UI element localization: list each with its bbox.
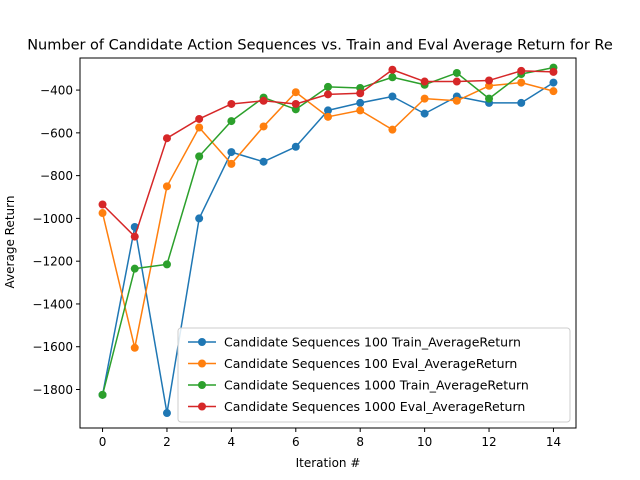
series-3-point <box>452 77 461 86</box>
series-3-point <box>259 96 268 105</box>
series-2-point <box>452 68 461 77</box>
plot-area: 0 2 4 6 8 10 12 14 −1800 −1600 −1400 −1200 −1000 −800… <box>32 57 577 449</box>
series-2-point <box>130 264 139 273</box>
series-1-point <box>517 78 526 87</box>
series-2-point <box>162 260 171 269</box>
legend-swatch-marker <box>198 381 206 389</box>
series-3-point <box>485 76 494 85</box>
series-0-point <box>259 157 268 166</box>
series-2-point <box>388 73 397 82</box>
x-tick-label: 12 <box>481 435 496 449</box>
series-3-point <box>130 232 139 241</box>
x-tick-label: 6 <box>292 435 300 449</box>
series-2-point <box>324 82 332 91</box>
legend-swatch-marker <box>198 359 206 368</box>
x-tick-label: 2 <box>163 435 171 449</box>
series-1-point <box>388 125 397 134</box>
series-1-point <box>324 112 332 121</box>
series-1-point <box>162 182 171 191</box>
series-0-point <box>324 106 332 115</box>
series-0-point <box>195 214 204 223</box>
y-tick-label: −1600 <box>32 340 73 354</box>
series-0-point <box>291 142 300 151</box>
legend-swatch-marker <box>198 338 206 346</box>
series-2-point <box>98 390 107 399</box>
series-1-point <box>195 123 204 132</box>
series-3-point <box>517 66 526 75</box>
series-2-point <box>227 117 236 126</box>
series-0-point <box>388 92 397 101</box>
series-1-line <box>101 81 554 349</box>
series-0-point <box>517 98 526 107</box>
series-1-point <box>356 106 365 115</box>
legend-box <box>177 327 571 423</box>
y-axis-label: Average Return <box>3 196 17 289</box>
series-3-point <box>162 134 171 143</box>
legend-swatch-marker <box>198 402 206 411</box>
series-3-point <box>291 99 300 108</box>
y-tick-label: −1000 <box>32 212 73 226</box>
series-1-point <box>452 96 461 105</box>
legend-label: Candidate Sequences 100 Train_AverageRet… <box>224 335 521 350</box>
y-tick-label: −400 <box>40 84 73 98</box>
legend-label: Candidate Sequences 1000 Train_AverageRe… <box>224 378 529 393</box>
y-tick-label: −1800 <box>32 383 73 397</box>
x-tick-label: 0 <box>99 435 107 449</box>
series-3-point <box>549 67 558 76</box>
x-tick-label: 14 <box>546 435 561 449</box>
x-tick-label: 8 <box>356 435 364 449</box>
series-3-point <box>420 77 429 86</box>
chart-title: Number of Candidate Action Sequences vs.… <box>27 38 613 54</box>
legend-label: Candidate Sequences 1000 Eval_AverageRet… <box>224 399 525 414</box>
series-1-point <box>420 94 429 103</box>
x-tick-label: 4 <box>228 435 236 449</box>
series-3-point <box>388 65 397 74</box>
x-axis-label: Iteration # <box>296 456 361 470</box>
y-tick-label: −600 <box>40 126 73 140</box>
series-0-point <box>356 98 365 107</box>
series-1-point <box>291 88 300 97</box>
y-tick-label: −800 <box>40 169 73 183</box>
x-tick-label: 10 <box>417 435 432 449</box>
legend: Candidate Sequences 100 Train_AverageRet… <box>177 327 571 423</box>
series-1-point <box>130 343 139 352</box>
series-0-point <box>549 78 558 87</box>
series-0-point <box>227 148 236 157</box>
series-0-point <box>162 409 171 418</box>
series-1-point <box>98 209 107 218</box>
axes-frame <box>79 57 577 429</box>
series-0-point <box>420 109 429 118</box>
series-2-point <box>485 94 494 103</box>
series-1-point <box>227 159 236 168</box>
series-1-point <box>259 122 268 131</box>
series-3-point <box>324 90 332 99</box>
series-2-point <box>195 152 204 161</box>
y-tick-label: −1400 <box>32 297 73 311</box>
series-3-point <box>227 99 236 108</box>
series-3-point <box>195 114 204 123</box>
series-3-point <box>98 200 107 209</box>
y-tick-label: −1200 <box>32 255 73 269</box>
series-3-point <box>356 89 365 98</box>
legend-label: Candidate Sequences 100 Eval_AverageRetu… <box>224 356 517 371</box>
series-1-point <box>549 87 558 96</box>
